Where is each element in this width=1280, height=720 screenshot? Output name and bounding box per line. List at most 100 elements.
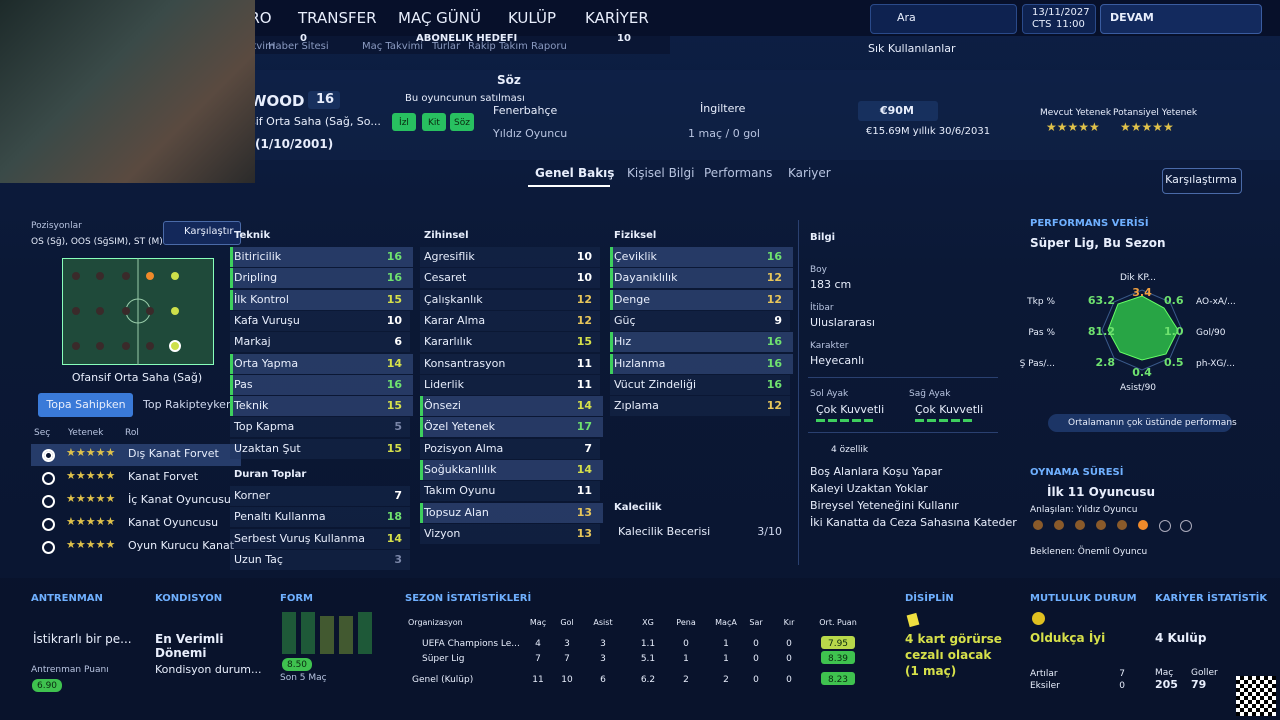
popup-button[interactable] (392, 113, 416, 131)
compare-label: Karşılaştırma (1165, 173, 1237, 186)
table-cell: 3 (600, 639, 606, 649)
table-cell: 11 (532, 675, 544, 685)
value: €90M (880, 104, 914, 117)
contract: €15.69M yıllık 30/6/2031 (866, 126, 991, 137)
attribute-row (610, 353, 793, 374)
foot-label: Sağ Ayak (909, 389, 951, 399)
traits-count: 4 özellik (831, 445, 869, 455)
attribute-row (610, 268, 793, 289)
attribute-row (230, 549, 410, 570)
trait: Kaleyi Uzaktan Yoklar (810, 482, 928, 495)
pitch-dot (171, 272, 179, 280)
radio[interactable] (42, 495, 55, 508)
radar-value: 1.0 (1164, 325, 1184, 338)
attribute-value: 10 (576, 250, 592, 263)
info-value: 183 cm (810, 278, 852, 291)
info-value: Heyecanlı (810, 354, 865, 367)
happiness-icon (1032, 612, 1045, 625)
attribute-name: Kafa Vuruşu (234, 313, 300, 327)
attribute-name: Korner (234, 489, 270, 502)
role-name: Oyun Kurucu Kanat (128, 539, 235, 552)
popup-button[interactable] (450, 113, 474, 131)
table-cell: 1.1 (640, 639, 656, 649)
time-dot (1138, 520, 1148, 530)
table-cell: 0 (786, 675, 792, 685)
rating-pill (821, 651, 855, 664)
rating-pill (32, 679, 62, 692)
compare-button[interactable] (1162, 168, 1242, 194)
attribute-name: Liderlik (424, 377, 464, 391)
stars: ★★★★★ (1120, 120, 1174, 134)
attribute-row (230, 528, 410, 549)
section-title: PERFORMANS VERİSİ (1030, 218, 1149, 229)
time-dot (1117, 520, 1127, 530)
info-title: Bilgi (810, 232, 836, 243)
popup-button[interactable] (422, 113, 446, 131)
attribute-name: Kalecilik Becerisi (618, 525, 711, 538)
attribute-row (230, 396, 413, 417)
player-name: WOOD (250, 92, 305, 110)
goal: ABONELIK HEDEFI (416, 33, 518, 44)
table-header: Asist (593, 618, 613, 627)
nav-item: TRANSFER (298, 9, 377, 27)
attribute-name: Özel Yetenek (424, 420, 495, 434)
radar-shape (1107, 295, 1179, 361)
search-box[interactable] (870, 4, 1017, 34)
attribute-name: Hızlanma (614, 356, 666, 370)
radar-value: 63.2 (1087, 294, 1115, 307)
attribute-value: 15 (576, 335, 592, 349)
popup-compare-button[interactable] (163, 221, 241, 245)
section-title: FORM (280, 593, 313, 604)
attribute-name: Topsuz Alan (424, 505, 489, 519)
attribute-row (420, 417, 603, 438)
favorites: Sık Kullanılanlar (868, 42, 956, 55)
attribute-value: 16 (386, 250, 402, 263)
condition-text: Kondisyon durum... (155, 663, 262, 676)
popup-button-label: Kit (428, 118, 440, 128)
ability-label: Potansiyel Yetenek (1113, 108, 1198, 118)
role-row-selected (31, 444, 241, 466)
radio[interactable] (42, 472, 55, 485)
attribute-name: Dayanıklılık (614, 271, 678, 285)
radio[interactable] (42, 518, 55, 531)
attribute-row (610, 247, 793, 267)
attribute-row (420, 396, 603, 417)
date-box[interactable] (1022, 4, 1096, 34)
toggle: Topa Sahipken (46, 398, 126, 411)
attribute-row (610, 289, 793, 310)
tab: Genel Bakış (535, 166, 615, 180)
table-header: MaçA (715, 618, 737, 627)
attribute-name: Teknik (234, 399, 269, 413)
attribute-value: 3 (394, 552, 402, 566)
attribute-value: 15 (386, 399, 402, 413)
attribute-row (610, 332, 793, 353)
attribute-row (230, 374, 413, 395)
counter: 10 (617, 33, 631, 44)
radio[interactable] (42, 449, 55, 462)
radar-label: ph-XG/... (1196, 359, 1235, 369)
attribute-value: 5 (394, 420, 402, 434)
radio[interactable] (42, 541, 55, 554)
table-cell: 3 (600, 654, 606, 664)
table-header: Pena (676, 618, 696, 627)
attribute-row (420, 310, 600, 331)
radar-value: 0.6 (1164, 294, 1184, 307)
attribute-row (420, 289, 600, 310)
table-header: Sar (749, 618, 763, 627)
table-org: Genel (Kulüp) (412, 675, 474, 685)
foot-value: Çok Kuvvetli (915, 403, 984, 416)
attribute-value: 16 (386, 377, 402, 391)
continue-button[interactable] (1100, 4, 1262, 34)
attribute-row (420, 247, 600, 267)
condition-status: En Verimli Dönemi (155, 632, 224, 660)
attribute-value: 16 (766, 335, 782, 349)
club-status: Yıldız Oyuncu (493, 127, 568, 140)
agreed: Anlaşılan: Yıldız Oyuncu (1030, 505, 1138, 515)
attribute-row (230, 507, 410, 528)
attribute-row (230, 310, 410, 331)
time-dot (1033, 520, 1043, 530)
radar-label: AO-xA/... (1196, 297, 1236, 307)
attribute-name: Karar Alma (424, 313, 486, 327)
attribute-row (230, 353, 413, 374)
